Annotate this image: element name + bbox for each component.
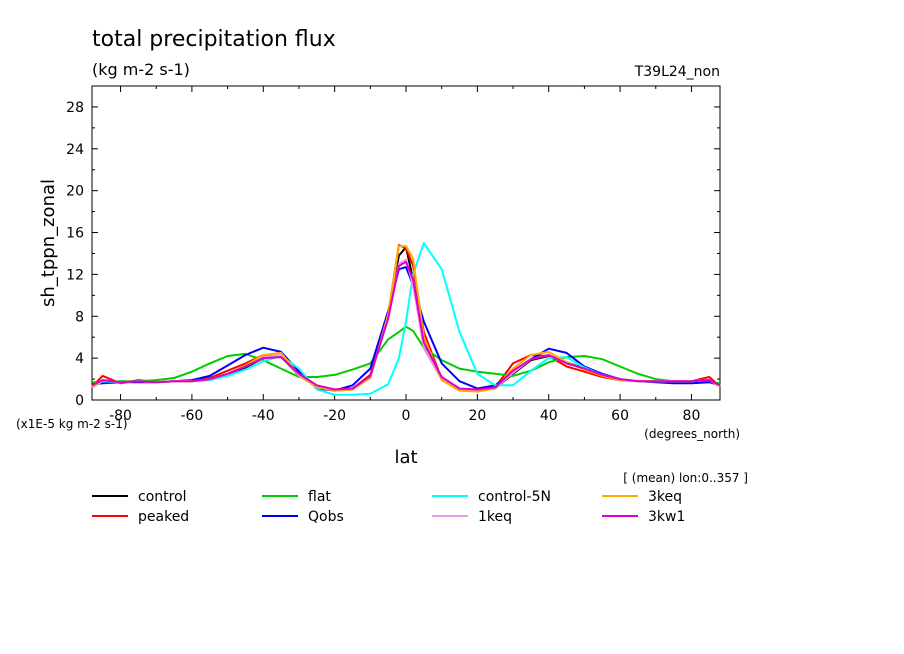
y-tick-label: 24 xyxy=(66,142,84,158)
legend-label-control-5n: control-5N xyxy=(478,489,551,505)
legend-label-3keq: 3keq xyxy=(648,489,682,505)
x-tick-label: 0 xyxy=(402,408,411,424)
series-line-control-5n xyxy=(91,242,721,396)
y-tick-label: 8 xyxy=(75,309,84,325)
legend-label-3kw1: 3kw1 xyxy=(648,509,685,525)
y-axis-label: sh_tppn_zonal xyxy=(38,179,59,307)
x-units-note: (degrees_north) xyxy=(644,427,740,441)
x-tick-label: -20 xyxy=(323,408,346,424)
x-tick-label: 80 xyxy=(683,408,701,424)
legend-label-qobs: Qobs xyxy=(308,509,344,525)
x-tick-label: -60 xyxy=(180,408,203,424)
legend-label-control: control xyxy=(138,489,187,505)
legend-label-flat: flat xyxy=(308,489,331,505)
legend-label-1keq: 1keq xyxy=(478,509,512,525)
y-tick-label: 20 xyxy=(66,184,84,200)
y-units-note: (x1E-5 kg m-2 s-1) xyxy=(16,417,128,431)
averaging-note: [ (mean) lon:0..357 ] xyxy=(623,471,748,485)
run-label: T39L24_non xyxy=(634,64,720,80)
legend-label-peaked: peaked xyxy=(138,509,189,525)
y-tick-label: 4 xyxy=(75,351,84,367)
x-axis-label: lat xyxy=(394,447,417,468)
plot-area: 0 4 8 12 16 20 24 28 -80 -60 -40 -20 0 20 40 60 80 xyxy=(66,85,721,424)
x-tick-label: 60 xyxy=(611,408,629,424)
plot-frame xyxy=(91,85,721,401)
x-tick-label: -40 xyxy=(252,408,275,424)
series-line-qobs xyxy=(91,266,721,392)
y-tick-label: 12 xyxy=(66,267,84,283)
y-tick-label: 0 xyxy=(75,393,84,409)
series-line-3kw1 xyxy=(91,260,721,391)
x-axis: -80 -60 -40 -20 0 20 40 60 80 xyxy=(109,86,700,424)
y-tick-label: 16 xyxy=(66,226,84,242)
series-lines xyxy=(91,242,721,396)
chart-title: total precipitation flux xyxy=(92,27,336,52)
y-axis: 0 4 8 12 16 20 24 28 xyxy=(66,100,720,409)
series-line-flat xyxy=(92,325,721,385)
x-tick-label: -80 xyxy=(109,408,132,424)
chart-subtitle: (kg m-2 s-1) xyxy=(92,60,190,79)
x-tick-label: 20 xyxy=(468,408,486,424)
x-tick-label: 40 xyxy=(540,408,558,424)
legend: control peaked flat Qobs control-5N 1keq 3keq 3… xyxy=(92,489,685,525)
y-tick-label: 28 xyxy=(66,100,84,116)
